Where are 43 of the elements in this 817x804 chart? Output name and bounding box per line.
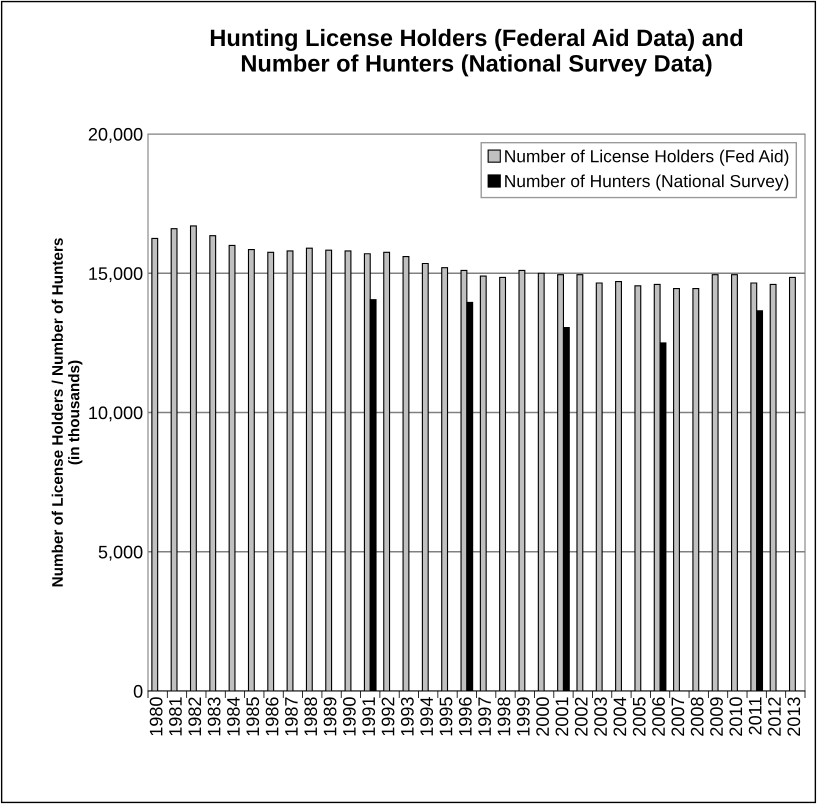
x-tick-label: 1980 (150, 697, 163, 736)
x-tick-label: 2009 (710, 697, 723, 736)
x-tick-label: 1986 (266, 697, 278, 736)
x-tick-label: 2007 (671, 697, 684, 736)
y-tick-label: 10,000 (89, 406, 142, 422)
x-tick-label: 1985 (246, 697, 260, 736)
y-tick-label: 0 (134, 684, 142, 698)
x-tick-label: 2002 (574, 697, 588, 736)
x-tick-label: 2010 (729, 697, 742, 736)
x-tick-label: 2001 (556, 697, 568, 736)
x-tick-label: 1993 (400, 697, 414, 736)
x-tick-label: 1996 (458, 697, 472, 736)
x-tick-label: 1984 (227, 697, 240, 736)
legend-label: Number of License Holders (Fed Aid) (505, 150, 788, 166)
x-tick-label: 1982 (188, 697, 202, 736)
x-tick-label: 2006 (652, 697, 665, 736)
x-tick-label: 2004 (613, 697, 626, 736)
x-tick-label: 1998 (498, 697, 510, 736)
x-tick-label: 1997 (478, 697, 492, 736)
x-tick-label: 1981 (169, 697, 182, 736)
x-tick-label: 1990 (342, 697, 356, 736)
x-tick-label: 1983 (208, 697, 220, 736)
x-tick-label: 2005 (632, 697, 646, 736)
x-tick-label: 2011 (748, 697, 762, 734)
x-tick-label: 2012 (768, 697, 781, 736)
x-tick-label: 1989 (324, 697, 336, 736)
x-tick-label: 2013 (787, 697, 800, 736)
y-tick-label: 20,000 (88, 128, 142, 143)
x-tick-label: 1987 (284, 697, 298, 736)
x-tick-label: 2000 (536, 697, 549, 736)
y-axis-title: Number of License Holders / Number of Hunters (in thousands) (52, 238, 82, 586)
x-tick-label: 2008 (690, 697, 704, 736)
x-tick-label: 1994 (420, 697, 434, 736)
legend-label: Number of Hunters (National Survey) (505, 174, 788, 191)
x-tick-label: 1991 (362, 697, 376, 736)
x-tick-label: 1992 (382, 697, 394, 736)
y-tick-label: 15,000 (89, 267, 142, 282)
x-tick-label: 2003 (594, 697, 607, 736)
x-tick-label: 1988 (304, 697, 318, 736)
x-tick-label: 1995 (440, 697, 452, 736)
x-tick-label: 1999 (516, 697, 530, 736)
y-tick-label: 5,000 (98, 546, 142, 561)
chart-title: Hunting License Holders (Federal Aid Data) and Number of Hunters (National Survey Data) (210, 28, 742, 76)
